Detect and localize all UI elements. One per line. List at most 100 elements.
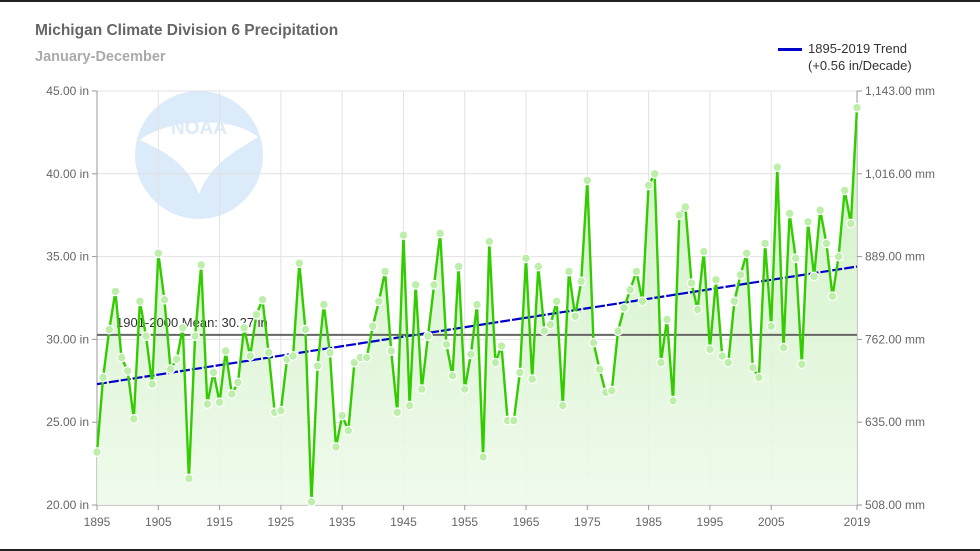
data-point xyxy=(729,296,740,307)
data-point xyxy=(361,352,372,363)
x-tick-label: 1895 xyxy=(84,515,111,529)
data-point xyxy=(116,352,127,363)
data-point xyxy=(165,364,176,375)
data-point xyxy=(557,400,568,411)
data-point xyxy=(852,102,862,113)
y-tick-label-left: 25.00 in xyxy=(46,415,89,429)
data-point xyxy=(643,180,654,191)
data-point xyxy=(490,357,501,368)
data-point xyxy=(521,253,531,264)
data-point xyxy=(772,162,783,173)
data-point xyxy=(827,291,838,302)
data-point xyxy=(674,210,685,221)
y-tick-label-left: 35.00 in xyxy=(46,250,89,264)
data-point xyxy=(380,266,391,277)
data-point xyxy=(466,349,476,360)
data-point xyxy=(226,389,237,399)
data-point xyxy=(680,201,691,212)
data-point xyxy=(662,314,672,325)
data-point xyxy=(809,271,819,282)
data-point xyxy=(233,377,243,388)
y-tick-label-right: 508.00 mm xyxy=(865,498,925,512)
data-point xyxy=(429,279,440,290)
data-point xyxy=(711,274,721,285)
data-point xyxy=(754,372,764,383)
data-point xyxy=(637,296,648,307)
data-point xyxy=(698,246,709,257)
data-point xyxy=(515,367,525,378)
data-point xyxy=(331,442,341,452)
data-point xyxy=(441,339,452,350)
data-point xyxy=(263,347,274,358)
data-point xyxy=(306,496,317,507)
data-point xyxy=(570,311,580,322)
data-point xyxy=(833,251,844,262)
data-point xyxy=(386,346,397,356)
x-tick-label: 1995 xyxy=(697,515,724,529)
y-tick-label-left: 40.00 in xyxy=(46,167,89,181)
data-point xyxy=(668,395,678,406)
data-point xyxy=(741,248,752,259)
data-point xyxy=(404,400,415,411)
data-point xyxy=(484,236,495,247)
data-point xyxy=(747,362,758,373)
data-point xyxy=(803,216,813,227)
data-point xyxy=(398,230,409,241)
data-point xyxy=(300,324,311,335)
data-point xyxy=(202,399,213,409)
data-point xyxy=(183,473,194,484)
data-point xyxy=(551,296,562,307)
data-point xyxy=(367,321,378,332)
data-point xyxy=(245,351,256,361)
data-point xyxy=(214,397,225,408)
y-tick-label-right: 635.00 mm xyxy=(865,415,925,429)
data-point xyxy=(656,357,666,368)
legend-trend-label: 1895-2019 Trend xyxy=(808,41,908,56)
x-tick-label: 2019 xyxy=(844,515,871,529)
y-tick-label-left: 20.00 in xyxy=(46,498,89,512)
y-tick-label-right: 1,016.00 mm xyxy=(865,167,935,181)
data-point xyxy=(196,260,207,270)
data-point xyxy=(276,405,286,416)
data-point xyxy=(220,346,231,356)
data-point xyxy=(325,347,335,358)
data-point xyxy=(723,357,734,368)
data-point xyxy=(796,359,807,370)
data-point xyxy=(496,341,507,351)
data-point xyxy=(478,452,489,462)
data-point xyxy=(153,248,164,259)
y-tick-label-right: 762.00 mm xyxy=(865,332,925,346)
data-point xyxy=(318,299,329,310)
data-point xyxy=(588,337,599,348)
data-point xyxy=(582,175,593,186)
data-point xyxy=(447,370,458,381)
data-point xyxy=(453,261,464,272)
data-point xyxy=(539,326,550,337)
y-tick-label-left: 45.00 in xyxy=(46,84,89,98)
chart-title: Michigan Climate Division 6 Precipitatio… xyxy=(35,22,339,39)
data-point xyxy=(98,372,108,383)
y-tick-label-left: 30.00 in xyxy=(46,332,89,346)
data-point xyxy=(239,322,250,333)
data-point xyxy=(576,276,587,287)
data-point xyxy=(735,269,746,280)
data-point xyxy=(343,425,354,436)
data-point xyxy=(257,294,268,305)
data-point xyxy=(141,331,151,342)
data-point xyxy=(459,384,470,395)
data-point xyxy=(190,331,201,342)
data-point xyxy=(766,321,777,332)
x-tick-label: 1955 xyxy=(451,515,478,529)
data-point xyxy=(208,367,219,378)
data-point xyxy=(128,414,139,424)
x-tick-label: 1925 xyxy=(268,515,295,529)
data-point xyxy=(171,354,182,365)
data-point xyxy=(435,228,446,239)
noaa-logo-text: NOAA xyxy=(171,118,227,139)
data-point xyxy=(251,309,262,320)
data-point xyxy=(686,278,697,289)
data-point xyxy=(594,364,605,375)
legend[interactable]: 1895-2019 Trend (+0.56 in/Decade) xyxy=(778,40,912,74)
data-point xyxy=(815,205,826,216)
x-tick-label: 1965 xyxy=(513,515,540,529)
